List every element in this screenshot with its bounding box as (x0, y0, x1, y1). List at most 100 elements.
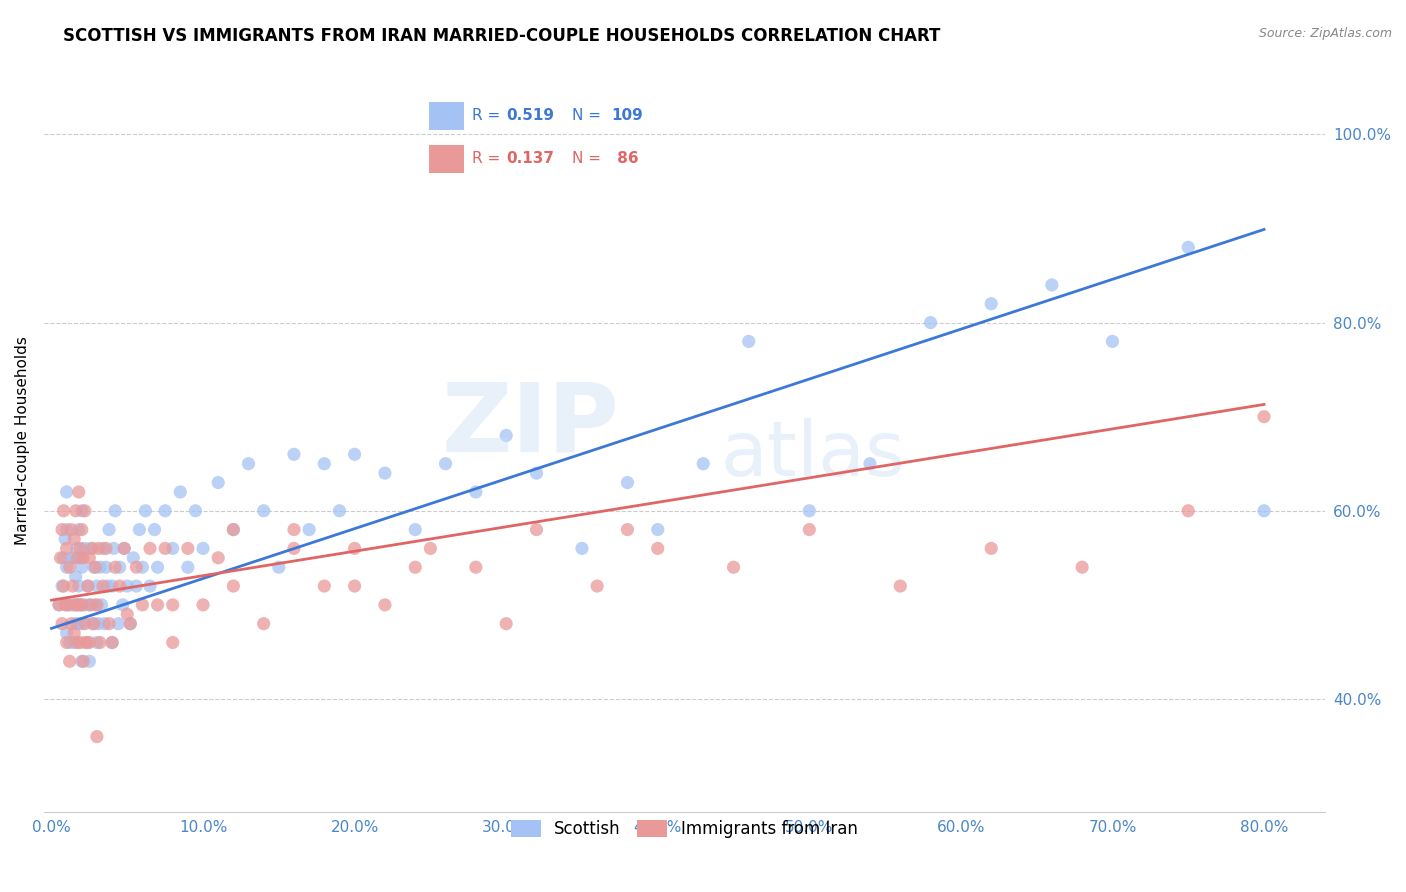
Point (66, 598, 89, 612)
Point (86, 635, 108, 649)
Point (343, 447, 366, 461)
Point (111, 598, 134, 612)
Point (87, 616, 110, 631)
Point (647, 523, 669, 537)
Point (125, 560, 148, 574)
Point (72, 550, 94, 565)
Point (374, 598, 396, 612)
Text: Source: ZipAtlas.com: Source: ZipAtlas.com (1258, 27, 1392, 40)
Point (177, 541, 200, 556)
Point (112, 541, 135, 556)
Point (63, 598, 86, 612)
Point (1253, 504, 1275, 518)
Point (1177, 240, 1199, 254)
Point (101, 635, 124, 649)
Point (76, 579, 98, 593)
Point (67, 598, 90, 612)
Point (51, 523, 73, 537)
Point (60, 616, 83, 631)
Point (283, 523, 305, 537)
Point (153, 504, 176, 518)
Point (55, 485, 77, 500)
Point (98, 616, 121, 631)
Point (859, 457, 882, 471)
Point (191, 541, 214, 556)
Point (65, 616, 87, 631)
Point (404, 560, 426, 574)
Point (84, 598, 107, 612)
Point (94, 560, 117, 574)
Point (79, 598, 101, 612)
Point (91, 579, 114, 593)
Point (328, 504, 350, 518)
Point (108, 579, 131, 593)
Point (55, 626, 77, 640)
Point (67, 485, 90, 500)
Point (52, 579, 75, 593)
Point (80, 541, 103, 556)
Point (69, 635, 91, 649)
Point (314, 579, 336, 593)
Text: atlas: atlas (720, 418, 905, 492)
Point (51, 579, 73, 593)
Point (63, 635, 86, 649)
Point (526, 523, 548, 537)
Point (53, 532, 76, 546)
Point (207, 550, 229, 565)
Point (616, 475, 638, 490)
Point (139, 579, 162, 593)
Point (343, 541, 366, 556)
Point (207, 475, 229, 490)
Point (1253, 409, 1275, 424)
Point (51, 616, 73, 631)
Point (83, 616, 105, 631)
Point (253, 616, 276, 631)
Point (55, 598, 77, 612)
Point (86, 598, 108, 612)
Point (162, 541, 184, 556)
Point (162, 635, 184, 649)
Point (108, 560, 131, 574)
Point (62, 579, 84, 593)
Point (86, 579, 108, 593)
Point (139, 541, 162, 556)
Point (738, 334, 761, 349)
Point (101, 635, 124, 649)
Text: SCOTTISH VS IMMIGRANTS FROM IRAN MARRIED-COUPLE HOUSEHOLDS CORRELATION CHART: SCOTTISH VS IMMIGRANTS FROM IRAN MARRIED… (63, 27, 941, 45)
Point (980, 297, 1002, 311)
Point (52, 550, 75, 565)
Point (298, 523, 321, 537)
Point (143, 523, 166, 537)
Point (1071, 560, 1094, 574)
Point (49, 550, 72, 565)
Point (191, 598, 214, 612)
Point (65, 569, 87, 583)
Point (571, 541, 593, 556)
Point (82, 616, 104, 631)
Point (94, 541, 117, 556)
Point (66, 541, 89, 556)
Point (1101, 334, 1123, 349)
Point (131, 598, 153, 612)
Point (52, 504, 75, 518)
Point (222, 579, 245, 593)
Point (79, 635, 101, 649)
Point (1177, 504, 1199, 518)
Point (67, 523, 90, 537)
Point (48, 598, 70, 612)
Point (91, 541, 114, 556)
Point (69, 541, 91, 556)
Point (723, 560, 745, 574)
Point (112, 541, 135, 556)
Point (59, 635, 82, 649)
Point (55, 523, 77, 537)
Point (184, 504, 207, 518)
Point (73, 598, 96, 612)
Point (419, 541, 441, 556)
Point (122, 550, 145, 565)
Point (86, 730, 108, 744)
Point (104, 504, 127, 518)
Point (56, 598, 79, 612)
Point (799, 504, 821, 518)
Point (80, 598, 103, 612)
